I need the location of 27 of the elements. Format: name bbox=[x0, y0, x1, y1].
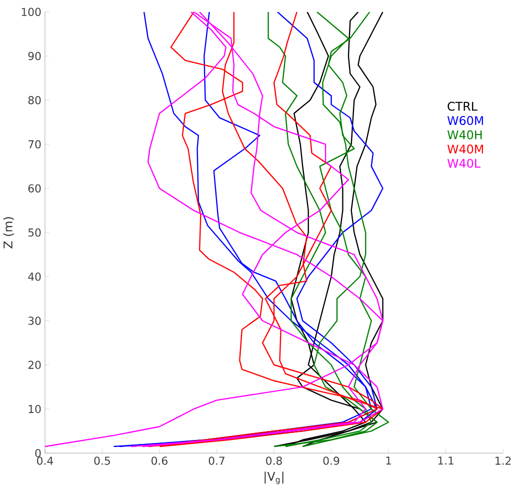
y-tick-label: 30 bbox=[28, 316, 41, 325]
x-tick-label: 0.4 bbox=[37, 456, 54, 465]
x-tick-label: 0.5 bbox=[94, 456, 110, 465]
y-tick-label: 0 bbox=[35, 449, 41, 458]
x-tick-label: 0.9 bbox=[323, 456, 340, 465]
x-tick-label: 1.2 bbox=[496, 456, 511, 465]
y-axis-title: Z (m) bbox=[3, 217, 14, 248]
text: CTRL bbox=[448, 102, 478, 111]
text: W40H bbox=[447, 130, 482, 140]
x-tick-label: 1.1 bbox=[438, 456, 454, 465]
y-tick-label: 90 bbox=[28, 52, 41, 60]
text: W60M bbox=[447, 116, 483, 126]
x-tick-label: 0.6 bbox=[152, 456, 168, 465]
y-tick-label: 80 bbox=[28, 96, 41, 104]
y-tick-label: 10 bbox=[28, 404, 41, 414]
x-tick-label: 0.8 bbox=[266, 456, 282, 465]
y-tick-label: 20 bbox=[28, 360, 41, 370]
text: W40M bbox=[447, 144, 483, 154]
y-tick-label: 50 bbox=[28, 228, 41, 237]
text: W40L bbox=[447, 158, 480, 168]
y-tick-label: 70 bbox=[28, 140, 41, 148]
y-tick-label: 40 bbox=[28, 272, 41, 281]
x-tick-label: 0.7 bbox=[208, 456, 224, 465]
x-axis-title: |V$_{g}$| bbox=[264, 472, 284, 484]
y-tick-label: 100 bbox=[22, 8, 41, 16]
x-tick-label: 1 bbox=[386, 456, 391, 465]
y-tick-label: 60 bbox=[28, 184, 41, 193]
